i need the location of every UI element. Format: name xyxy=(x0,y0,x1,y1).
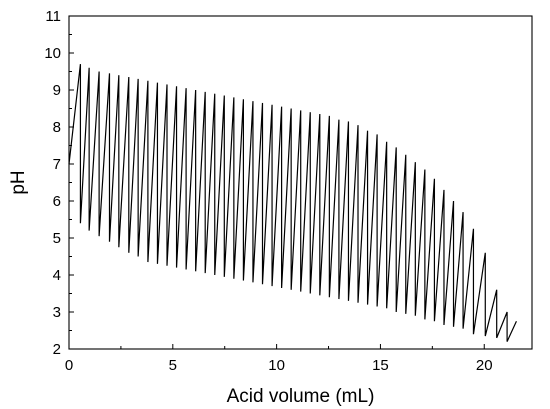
y-tick-label: 10 xyxy=(44,45,61,62)
x-axis-title: Acid volume (mL) xyxy=(227,386,375,407)
y-tick-label: 6 xyxy=(53,193,61,210)
x-tick-label: 10 xyxy=(268,357,285,374)
y-tick-label: 4 xyxy=(53,267,61,284)
y-tick-label: 11 xyxy=(45,8,61,25)
x-tick-label: 15 xyxy=(372,357,389,374)
x-tick-label: 5 xyxy=(169,357,177,374)
y-axis-title: pH xyxy=(8,170,29,194)
y-tick-label: 2 xyxy=(53,341,61,358)
y-tick-label: 7 xyxy=(53,156,61,173)
y-tick-label: 3 xyxy=(53,304,61,321)
y-axis-ticks: 2 3 4 5 6 7 8 9 10 11 xyxy=(44,8,74,358)
y-tick-label: 9 xyxy=(53,82,61,99)
y-tick-label: 5 xyxy=(53,230,61,247)
series-group xyxy=(68,64,517,342)
ph-series-line xyxy=(68,64,517,342)
y-tick-label: 8 xyxy=(53,119,61,136)
x-axis-ticks: 0 5 10 15 20 xyxy=(65,344,493,374)
x-tick-label: 0 xyxy=(65,357,73,374)
x-tick-label: 20 xyxy=(476,357,493,374)
